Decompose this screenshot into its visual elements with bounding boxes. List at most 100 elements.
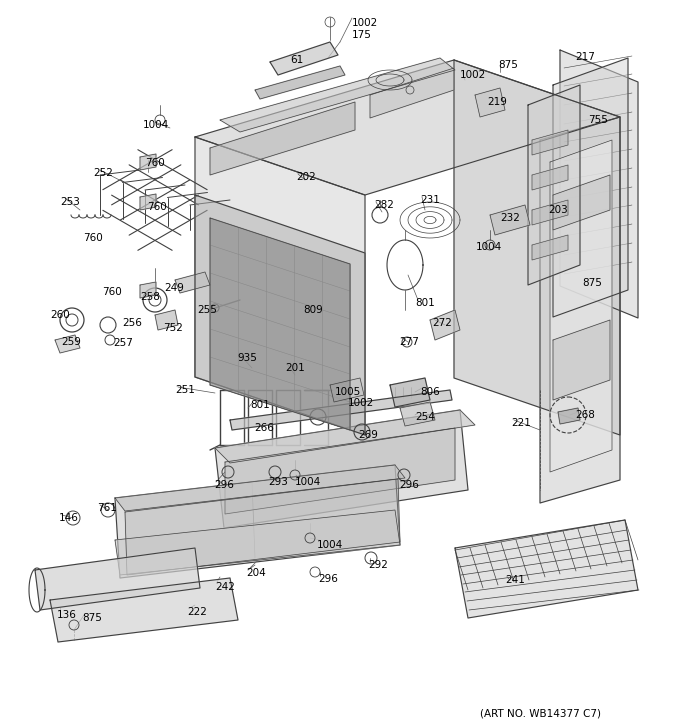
Polygon shape (115, 465, 405, 511)
Polygon shape (140, 154, 156, 170)
Text: 1005: 1005 (335, 387, 361, 397)
Text: 259: 259 (61, 337, 81, 347)
Polygon shape (553, 58, 628, 317)
Polygon shape (330, 378, 364, 402)
Polygon shape (230, 390, 452, 430)
Polygon shape (55, 335, 80, 353)
Text: 806: 806 (420, 387, 440, 397)
Polygon shape (125, 479, 400, 575)
Polygon shape (50, 578, 238, 642)
Polygon shape (553, 175, 610, 230)
Text: 809: 809 (303, 305, 323, 315)
Text: 217: 217 (575, 52, 595, 62)
Polygon shape (155, 310, 178, 330)
Text: 801: 801 (415, 298, 435, 308)
Text: 269: 269 (358, 430, 378, 440)
Text: 221: 221 (511, 418, 531, 428)
Polygon shape (195, 195, 365, 435)
Text: 204: 204 (246, 568, 266, 578)
Polygon shape (528, 85, 580, 285)
Polygon shape (540, 117, 620, 503)
Text: 296: 296 (214, 480, 234, 490)
Polygon shape (175, 272, 210, 293)
Polygon shape (430, 310, 460, 340)
Text: 232: 232 (500, 213, 520, 223)
Text: 801: 801 (250, 400, 270, 410)
Text: 875: 875 (82, 613, 102, 623)
Text: 219: 219 (487, 97, 507, 107)
Text: 875: 875 (498, 60, 518, 70)
Text: 282: 282 (374, 200, 394, 210)
Polygon shape (210, 218, 350, 430)
Polygon shape (400, 402, 435, 426)
Text: 755: 755 (588, 115, 608, 125)
Text: 257: 257 (113, 338, 133, 348)
Text: 254: 254 (415, 412, 435, 422)
Text: 255: 255 (197, 305, 217, 315)
Text: 296: 296 (318, 574, 338, 584)
Polygon shape (532, 235, 568, 260)
Text: 1004: 1004 (317, 540, 343, 550)
Text: 268: 268 (575, 410, 595, 420)
Polygon shape (490, 205, 530, 235)
Text: 760: 760 (83, 233, 103, 243)
Text: 277: 277 (399, 337, 419, 347)
Polygon shape (390, 378, 430, 407)
Text: 61: 61 (290, 55, 303, 65)
Polygon shape (454, 60, 620, 435)
Polygon shape (115, 510, 400, 575)
Polygon shape (532, 130, 568, 155)
Polygon shape (370, 68, 454, 118)
Text: 1004: 1004 (295, 477, 321, 487)
Text: 256: 256 (122, 318, 142, 328)
Polygon shape (532, 200, 568, 225)
Text: 296: 296 (399, 480, 419, 490)
Polygon shape (558, 408, 580, 424)
Text: 1002: 1002 (460, 70, 486, 80)
Text: 203: 203 (548, 205, 568, 215)
Text: 175: 175 (352, 30, 372, 40)
Polygon shape (210, 102, 355, 175)
Text: 266: 266 (254, 423, 274, 433)
Text: 251: 251 (175, 385, 195, 395)
Polygon shape (532, 165, 568, 190)
Text: 252: 252 (93, 168, 113, 178)
Polygon shape (553, 320, 610, 400)
Text: 1004: 1004 (143, 120, 169, 130)
Text: 760: 760 (102, 287, 122, 297)
Text: (ART NO. WB14377 C7): (ART NO. WB14377 C7) (480, 708, 601, 718)
Text: 292: 292 (368, 560, 388, 570)
Polygon shape (550, 140, 612, 472)
Polygon shape (455, 520, 638, 618)
Text: 935: 935 (237, 353, 257, 363)
Text: 242: 242 (215, 582, 235, 592)
Polygon shape (215, 410, 475, 463)
Text: 272: 272 (432, 318, 452, 328)
Text: 258: 258 (140, 292, 160, 302)
Polygon shape (115, 465, 400, 578)
Text: 253: 253 (60, 197, 80, 207)
Text: 875: 875 (582, 278, 602, 288)
Text: 222: 222 (187, 607, 207, 617)
Text: 260: 260 (50, 310, 70, 320)
Polygon shape (195, 60, 620, 195)
Polygon shape (475, 88, 505, 117)
Text: 146: 146 (59, 513, 79, 523)
Text: 760: 760 (147, 202, 167, 212)
Polygon shape (140, 194, 156, 210)
Polygon shape (220, 58, 455, 132)
Polygon shape (560, 50, 638, 318)
Text: 241: 241 (505, 575, 525, 585)
Text: 293: 293 (268, 477, 288, 487)
Text: 752: 752 (163, 323, 183, 333)
Text: 249: 249 (164, 283, 184, 293)
Text: 201: 201 (285, 363, 305, 373)
Text: 761: 761 (97, 503, 117, 513)
Polygon shape (195, 137, 365, 435)
Polygon shape (270, 42, 338, 75)
Text: 1004: 1004 (476, 242, 503, 252)
Text: 1002: 1002 (348, 398, 374, 408)
Polygon shape (215, 410, 468, 528)
Polygon shape (35, 548, 200, 610)
Text: 1002: 1002 (352, 18, 378, 28)
